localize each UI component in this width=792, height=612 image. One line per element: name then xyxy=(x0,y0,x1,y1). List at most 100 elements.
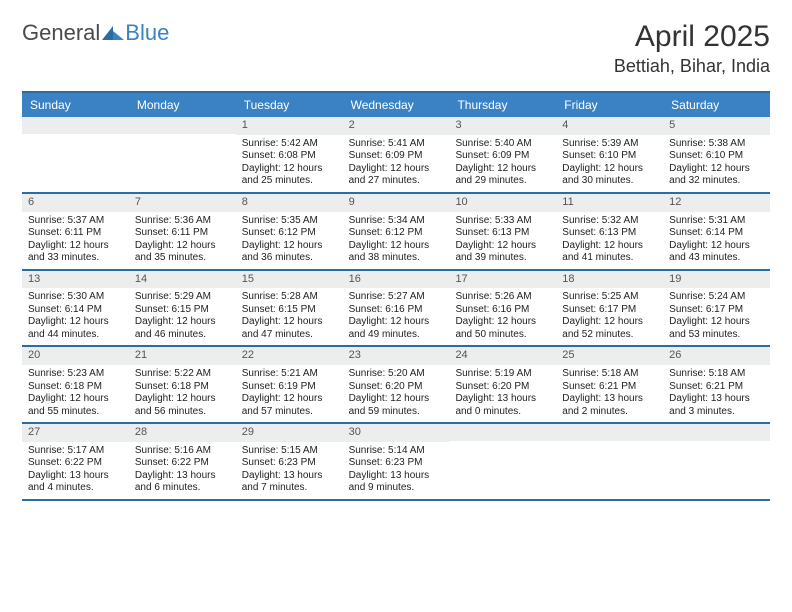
day-cell: 3Sunrise: 5:40 AMSunset: 6:09 PMDaylight… xyxy=(449,117,556,192)
day-cell: 27Sunrise: 5:17 AMSunset: 6:22 PMDayligh… xyxy=(22,424,129,499)
day-cell: 22Sunrise: 5:21 AMSunset: 6:19 PMDayligh… xyxy=(236,347,343,422)
daylight-text: Daylight: 12 hours and 59 minutes. xyxy=(349,393,444,418)
sunset-text: Sunset: 6:15 PM xyxy=(242,304,337,317)
sunset-text: Sunset: 6:15 PM xyxy=(135,304,230,317)
day-cell: 19Sunrise: 5:24 AMSunset: 6:17 PMDayligh… xyxy=(663,271,770,346)
day-cell: 2Sunrise: 5:41 AMSunset: 6:09 PMDaylight… xyxy=(343,117,450,192)
weekday-label: Sunday xyxy=(22,93,129,117)
daylight-text: Daylight: 13 hours and 9 minutes. xyxy=(349,470,444,495)
sunset-text: Sunset: 6:20 PM xyxy=(455,381,550,394)
sunrise-text: Sunrise: 5:16 AM xyxy=(135,445,230,458)
sunrise-text: Sunrise: 5:29 AM xyxy=(135,291,230,304)
day-info: Sunrise: 5:20 AMSunset: 6:20 PMDaylight:… xyxy=(343,365,450,422)
sunrise-text: Sunrise: 5:35 AM xyxy=(242,215,337,228)
daylight-text: Daylight: 12 hours and 46 minutes. xyxy=(135,316,230,341)
weekday-row: SundayMondayTuesdayWednesdayThursdayFrid… xyxy=(22,93,770,117)
sunrise-text: Sunrise: 5:31 AM xyxy=(669,215,764,228)
sunrise-text: Sunrise: 5:22 AM xyxy=(135,368,230,381)
sunset-text: Sunset: 6:22 PM xyxy=(135,457,230,470)
daylight-text: Daylight: 13 hours and 2 minutes. xyxy=(562,393,657,418)
weekday-label: Saturday xyxy=(663,93,770,117)
day-number: 1 xyxy=(236,117,343,135)
brand-logo: General Blue xyxy=(22,20,169,46)
sunrise-text: Sunrise: 5:23 AM xyxy=(28,368,123,381)
day-cell: 16Sunrise: 5:27 AMSunset: 6:16 PMDayligh… xyxy=(343,271,450,346)
daylight-text: Daylight: 12 hours and 32 minutes. xyxy=(669,163,764,188)
sunset-text: Sunset: 6:19 PM xyxy=(242,381,337,394)
day-number: 26 xyxy=(663,347,770,365)
day-cell: 11Sunrise: 5:32 AMSunset: 6:13 PMDayligh… xyxy=(556,194,663,269)
day-number: 7 xyxy=(129,194,236,212)
day-number-blank xyxy=(22,117,129,134)
day-number: 24 xyxy=(449,347,556,365)
day-cell: 18Sunrise: 5:25 AMSunset: 6:17 PMDayligh… xyxy=(556,271,663,346)
weekday-label: Tuesday xyxy=(236,93,343,117)
sunrise-text: Sunrise: 5:42 AM xyxy=(242,138,337,151)
sunrise-text: Sunrise: 5:39 AM xyxy=(562,138,657,151)
month-title: April 2025 xyxy=(614,20,770,54)
day-cell: 8Sunrise: 5:35 AMSunset: 6:12 PMDaylight… xyxy=(236,194,343,269)
sunset-text: Sunset: 6:20 PM xyxy=(349,381,444,394)
brand-triangle-icon xyxy=(102,24,124,42)
day-cell: 9Sunrise: 5:34 AMSunset: 6:12 PMDaylight… xyxy=(343,194,450,269)
daylight-text: Daylight: 12 hours and 50 minutes. xyxy=(455,316,550,341)
sunrise-text: Sunrise: 5:32 AM xyxy=(562,215,657,228)
day-info: Sunrise: 5:28 AMSunset: 6:15 PMDaylight:… xyxy=(236,288,343,345)
day-cell: 20Sunrise: 5:23 AMSunset: 6:18 PMDayligh… xyxy=(22,347,129,422)
day-cell: 29Sunrise: 5:15 AMSunset: 6:23 PMDayligh… xyxy=(236,424,343,499)
day-info: Sunrise: 5:40 AMSunset: 6:09 PMDaylight:… xyxy=(449,135,556,192)
day-cell: 10Sunrise: 5:33 AMSunset: 6:13 PMDayligh… xyxy=(449,194,556,269)
day-number-blank xyxy=(556,424,663,441)
sunrise-text: Sunrise: 5:20 AM xyxy=(349,368,444,381)
weekday-label: Monday xyxy=(129,93,236,117)
day-number: 18 xyxy=(556,271,663,289)
sunset-text: Sunset: 6:18 PM xyxy=(28,381,123,394)
sunset-text: Sunset: 6:08 PM xyxy=(242,150,337,163)
sunrise-text: Sunrise: 5:34 AM xyxy=(349,215,444,228)
day-info: Sunrise: 5:38 AMSunset: 6:10 PMDaylight:… xyxy=(663,135,770,192)
daylight-text: Daylight: 12 hours and 43 minutes. xyxy=(669,240,764,265)
daylight-text: Daylight: 13 hours and 3 minutes. xyxy=(669,393,764,418)
title-block: April 2025 Bettiah, Bihar, India xyxy=(614,20,770,77)
day-cell: 7Sunrise: 5:36 AMSunset: 6:11 PMDaylight… xyxy=(129,194,236,269)
day-cell: 17Sunrise: 5:26 AMSunset: 6:16 PMDayligh… xyxy=(449,271,556,346)
daylight-text: Daylight: 12 hours and 55 minutes. xyxy=(28,393,123,418)
day-cell: 23Sunrise: 5:20 AMSunset: 6:20 PMDayligh… xyxy=(343,347,450,422)
daylight-text: Daylight: 13 hours and 7 minutes. xyxy=(242,470,337,495)
day-number: 12 xyxy=(663,194,770,212)
day-cell: 12Sunrise: 5:31 AMSunset: 6:14 PMDayligh… xyxy=(663,194,770,269)
day-info: Sunrise: 5:14 AMSunset: 6:23 PMDaylight:… xyxy=(343,442,450,499)
daylight-text: Daylight: 12 hours and 36 minutes. xyxy=(242,240,337,265)
day-info: Sunrise: 5:41 AMSunset: 6:09 PMDaylight:… xyxy=(343,135,450,192)
day-number: 6 xyxy=(22,194,129,212)
brand-part1: General xyxy=(22,20,100,46)
day-info: Sunrise: 5:30 AMSunset: 6:14 PMDaylight:… xyxy=(22,288,129,345)
day-number: 10 xyxy=(449,194,556,212)
day-number: 11 xyxy=(556,194,663,212)
daylight-text: Daylight: 12 hours and 27 minutes. xyxy=(349,163,444,188)
day-cell xyxy=(556,424,663,499)
sunrise-text: Sunrise: 5:33 AM xyxy=(455,215,550,228)
daylight-text: Daylight: 12 hours and 53 minutes. xyxy=(669,316,764,341)
week-row: 13Sunrise: 5:30 AMSunset: 6:14 PMDayligh… xyxy=(22,271,770,348)
day-cell: 28Sunrise: 5:16 AMSunset: 6:22 PMDayligh… xyxy=(129,424,236,499)
day-info: Sunrise: 5:23 AMSunset: 6:18 PMDaylight:… xyxy=(22,365,129,422)
sunset-text: Sunset: 6:09 PM xyxy=(455,150,550,163)
day-info: Sunrise: 5:24 AMSunset: 6:17 PMDaylight:… xyxy=(663,288,770,345)
day-info-blank xyxy=(449,441,556,492)
sunset-text: Sunset: 6:16 PM xyxy=(455,304,550,317)
sunset-text: Sunset: 6:10 PM xyxy=(669,150,764,163)
daylight-text: Daylight: 13 hours and 0 minutes. xyxy=(455,393,550,418)
day-cell: 6Sunrise: 5:37 AMSunset: 6:11 PMDaylight… xyxy=(22,194,129,269)
day-cell xyxy=(22,117,129,192)
day-info: Sunrise: 5:31 AMSunset: 6:14 PMDaylight:… xyxy=(663,212,770,269)
weekday-label: Thursday xyxy=(449,93,556,117)
sunset-text: Sunset: 6:21 PM xyxy=(669,381,764,394)
day-cell: 4Sunrise: 5:39 AMSunset: 6:10 PMDaylight… xyxy=(556,117,663,192)
day-number-blank xyxy=(129,117,236,134)
daylight-text: Daylight: 12 hours and 47 minutes. xyxy=(242,316,337,341)
daylight-text: Daylight: 12 hours and 56 minutes. xyxy=(135,393,230,418)
day-number: 16 xyxy=(343,271,450,289)
day-info: Sunrise: 5:42 AMSunset: 6:08 PMDaylight:… xyxy=(236,135,343,192)
sunrise-text: Sunrise: 5:21 AM xyxy=(242,368,337,381)
